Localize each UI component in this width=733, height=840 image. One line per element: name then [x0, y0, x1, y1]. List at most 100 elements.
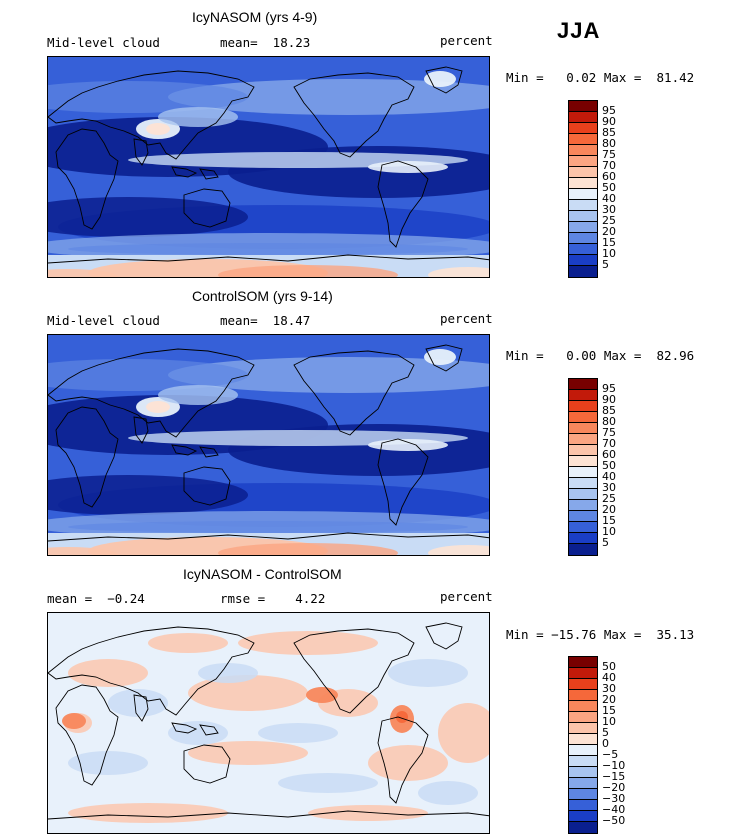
colorbar-tick-label: −20 — [602, 781, 626, 794]
colorbar-swatch — [569, 657, 597, 668]
colorbar-tick-label: 20 — [602, 693, 616, 706]
colorbar-tick-label: 10 — [602, 247, 616, 260]
colorbar-tick-label: 10 — [602, 715, 616, 728]
colorbar-tick-label: 30 — [602, 481, 616, 494]
colorbar-tick-label: 5 — [602, 258, 609, 271]
units-label: percent — [440, 589, 493, 604]
colorbar-swatch — [569, 222, 597, 233]
colorbar-swatch — [569, 200, 597, 211]
colorbar-tick-label: 0 — [602, 737, 609, 750]
colorbar-swatch — [569, 467, 597, 478]
colorbar-swatch — [569, 379, 597, 390]
coastline — [377, 438, 429, 526]
coastline — [199, 168, 219, 180]
colorbar-tick-label: 25 — [602, 492, 616, 505]
season-label: JJA — [557, 18, 601, 43]
colorbar-swatch — [569, 544, 597, 555]
colorbar-tick-label: 75 — [602, 148, 616, 161]
mean-label: mean = −0.24 — [47, 591, 145, 606]
min-max-label: Min = −15.76 Max = 35.13 — [506, 627, 695, 642]
panel-title: IcyNASOM (yrs 4-9) — [192, 9, 318, 25]
mean-label: mean= 18.23 — [220, 35, 311, 50]
colorbar-swatch — [569, 423, 597, 434]
colorbar-tick-label: 50 — [602, 181, 616, 194]
colorbar-swatch — [569, 266, 597, 277]
colorbar-tick-label: 50 — [602, 660, 616, 673]
colorbar-swatch — [569, 112, 597, 123]
colorbar-tick-label: 95 — [602, 104, 616, 117]
colorbar-tick-label: 60 — [602, 170, 616, 183]
colorbar-tick-label: 15 — [602, 704, 616, 717]
colorbar-swatch — [569, 390, 597, 401]
colorbar-swatch — [569, 178, 597, 189]
rmse-label: rmse = 4.22 — [220, 591, 326, 606]
colorbar-swatch — [569, 456, 597, 467]
colorbar-tick-label: −10 — [602, 759, 626, 772]
colorbar-tick-label: −15 — [602, 770, 626, 783]
map-plot — [47, 612, 490, 834]
colorbar-tick-label: 90 — [602, 115, 616, 128]
panel-title: ControlSOM (yrs 9-14) — [192, 288, 333, 304]
colorbar-swatch — [569, 156, 597, 167]
coastline — [425, 622, 463, 650]
colorbar-swatch — [569, 533, 597, 544]
coastline — [199, 446, 219, 458]
coastline — [183, 466, 231, 506]
coastline — [55, 406, 119, 508]
colorbar-swatch — [569, 668, 597, 679]
colorbar-swatch — [569, 811, 597, 822]
colorbar-swatch — [569, 189, 597, 200]
colorbar-tick-label: 80 — [602, 415, 616, 428]
coastline — [171, 166, 198, 178]
colorbar-tick-label: 70 — [602, 159, 616, 172]
coastline — [293, 72, 415, 158]
units-label: percent — [440, 33, 493, 48]
coastline — [48, 254, 489, 264]
coastline — [377, 716, 429, 804]
min-max-label: Min = 0.02 Max = 81.42 — [506, 70, 695, 85]
colorbar-swatch — [569, 679, 597, 690]
colorbar-tick-label: 10 — [602, 525, 616, 538]
coastline — [425, 344, 463, 372]
colorbar-swatch — [569, 745, 597, 756]
colorbar-swatch — [569, 500, 597, 511]
colorbar-swatch — [569, 723, 597, 734]
colorbar-swatch — [569, 211, 597, 222]
coastline — [425, 66, 463, 94]
variable-label: Mid-level cloud — [47, 313, 160, 328]
colorbar-tick-label: −50 — [602, 814, 626, 827]
panel-title: IcyNASOM - ControlSOM — [183, 566, 342, 582]
colorbar-swatch — [569, 734, 597, 745]
coastline — [293, 350, 415, 436]
colorbar-swatch — [569, 167, 597, 178]
coastline — [48, 810, 489, 820]
colorbar-tick-label: 40 — [602, 192, 616, 205]
colorbar-swatch — [569, 412, 597, 423]
colorbar — [568, 100, 598, 278]
coastline — [183, 188, 231, 228]
colorbar-swatch — [569, 145, 597, 156]
colorbar-tick-label: 15 — [602, 514, 616, 527]
colorbar-tick-label: 85 — [602, 126, 616, 139]
colorbar-swatch — [569, 134, 597, 145]
colorbar — [568, 656, 598, 834]
coastline — [171, 722, 198, 734]
colorbar-swatch — [569, 800, 597, 811]
colorbar-swatch — [569, 101, 597, 112]
colorbar-tick-label: 30 — [602, 682, 616, 695]
colorbar-swatch — [569, 489, 597, 500]
colorbar-swatch — [569, 789, 597, 800]
colorbar-tick-label: 90 — [602, 393, 616, 406]
colorbar-swatch — [569, 445, 597, 456]
colorbar-tick-label: 50 — [602, 459, 616, 472]
colorbar-swatch — [569, 123, 597, 134]
colorbar-tick-label: 85 — [602, 404, 616, 417]
colorbar-tick-label: −30 — [602, 792, 626, 805]
coastline — [55, 128, 119, 230]
colorbar-swatch — [569, 522, 597, 533]
colorbar-tick-label: 5 — [602, 726, 609, 739]
colorbar-swatch — [569, 255, 597, 266]
colorbar-tick-label: 80 — [602, 137, 616, 150]
colorbar-swatch — [569, 767, 597, 778]
coastline — [171, 444, 198, 456]
